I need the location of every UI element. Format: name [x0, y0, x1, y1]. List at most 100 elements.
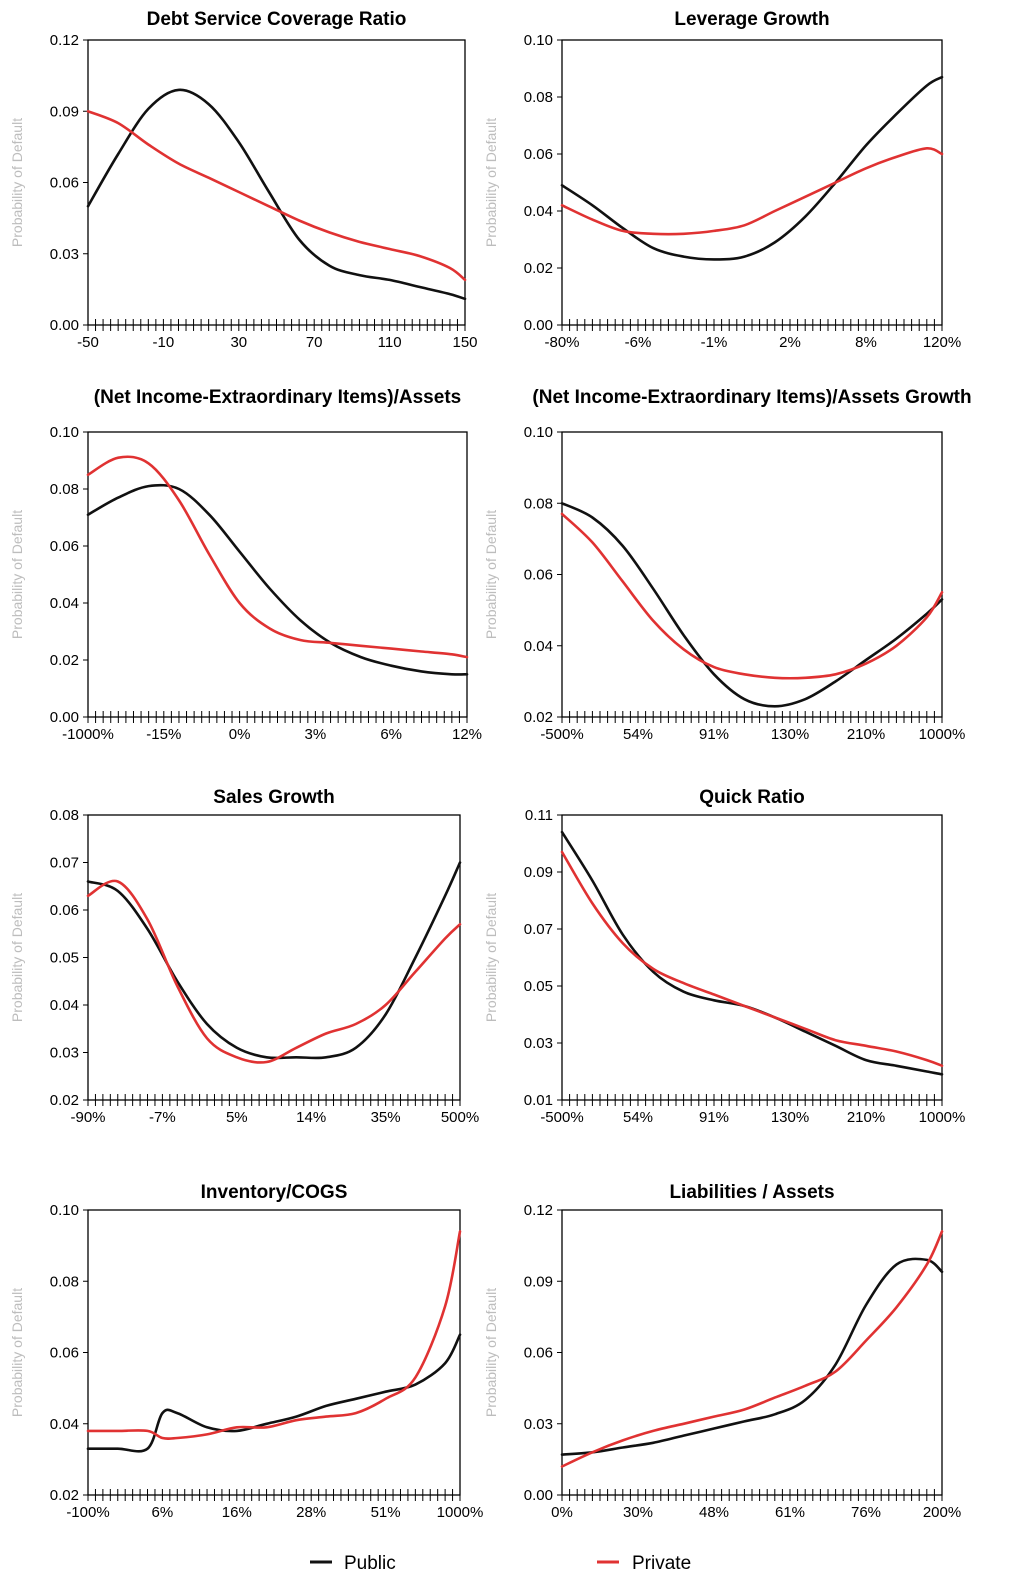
x-tick-label: 1000% — [437, 1504, 484, 1521]
y-tick-label: 0.06 — [50, 902, 79, 919]
series-line-private — [560, 850, 944, 1068]
y-tick-label: 0.11 — [525, 807, 553, 824]
y-tick-label: 0.12 — [524, 1202, 553, 1219]
x-tick-label: 61% — [775, 1504, 805, 1521]
y-tick-label: 0.09 — [524, 864, 553, 881]
y-tick-label: 0.04 — [524, 638, 553, 655]
series-line-public — [560, 75, 944, 261]
plot-frame — [561, 814, 943, 1101]
y-tick-label: 0.06 — [524, 146, 553, 163]
y-tick-label: 0.08 — [524, 89, 553, 106]
y-tick-label: 0.09 — [50, 103, 79, 120]
y-axis-label: Probability of Default — [483, 893, 499, 1022]
legend: Public Private — [310, 1553, 691, 1574]
chart-title: (Net Income-Extraordinary Items)/Assets … — [532, 387, 971, 408]
y-axis-label: Probability of Default — [9, 893, 25, 1022]
x-tick-label: 76% — [851, 1504, 881, 1521]
x-tick-label: -500% — [540, 1109, 583, 1126]
y-tick-label: 0.00 — [524, 317, 553, 334]
y-tick-label: 0.03 — [524, 1416, 553, 1433]
y-tick-label: 0.02 — [50, 1487, 79, 1504]
x-tick-label: -50 — [77, 334, 99, 351]
series-line-private — [86, 455, 469, 659]
x-tick-label: 30 — [230, 334, 247, 351]
chart-panel: Leverage Growth Probability of Default 0.0… — [483, 9, 961, 351]
x-tick-label: 6% — [152, 1504, 174, 1521]
x-tick-label: 130% — [771, 1109, 809, 1126]
series-line-public — [86, 88, 467, 301]
x-tick-label: 3% — [305, 726, 327, 743]
plot-frame — [561, 39, 943, 326]
series-line-public — [560, 830, 944, 1076]
plot-frame — [87, 39, 466, 326]
y-axis-label: Probability of Default — [9, 118, 25, 247]
legend-public-label: Public — [344, 1553, 396, 1574]
y-tick-label: 0.06 — [50, 1345, 79, 1362]
y-tick-label: 0.06 — [50, 538, 79, 555]
x-tick-label: 30% — [623, 1504, 653, 1521]
x-tick-label: 28% — [296, 1504, 326, 1521]
series-line-private — [86, 1230, 462, 1440]
x-tick-label: 0% — [229, 726, 251, 743]
y-tick-label: 0.04 — [50, 595, 79, 612]
x-tick-label: 51% — [371, 1504, 401, 1521]
chart-title: Inventory/COGS — [201, 1182, 348, 1203]
series-line-private — [86, 110, 467, 282]
x-tick-label: 6% — [380, 726, 402, 743]
series-line-public — [86, 861, 462, 1060]
x-tick-label: -6% — [625, 334, 652, 351]
x-tick-label: 12% — [452, 726, 482, 743]
y-tick-label: 0.07 — [524, 921, 553, 938]
y-tick-label: 0.02 — [524, 260, 553, 277]
chart-panel: Inventory/COGS Probability of Default 0.02… — [9, 1182, 483, 1521]
series-line-public — [86, 1333, 462, 1453]
y-tick-label: 0.10 — [50, 424, 79, 441]
y-tick-label: 0.07 — [50, 855, 79, 872]
y-tick-label: 0.00 — [50, 317, 79, 334]
x-tick-label: 150 — [452, 334, 477, 351]
y-tick-label: 0.06 — [50, 175, 79, 192]
y-axis-label: Probability of Default — [9, 510, 25, 639]
chart-title: (Net Income-Extraordinary Items)/Assets — [94, 387, 461, 408]
x-tick-label: 210% — [847, 1109, 885, 1126]
y-tick-label: 0.09 — [524, 1273, 553, 1290]
series-line-public — [560, 1257, 944, 1456]
x-tick-label: 91% — [699, 1109, 729, 1126]
x-tick-label: -1% — [701, 334, 728, 351]
x-tick-label: -500% — [540, 726, 583, 743]
chart-title: Quick Ratio — [699, 787, 805, 808]
series-line-private — [86, 879, 462, 1064]
y-tick-label: 0.02 — [524, 709, 553, 726]
chart-title: Debt Service Coverage Ratio — [147, 9, 407, 30]
x-tick-label: 2% — [779, 334, 801, 351]
x-tick-label: 35% — [371, 1109, 401, 1126]
y-tick-label: 0.04 — [50, 1416, 79, 1433]
series-line-private — [560, 1230, 944, 1468]
plot-frame — [561, 1209, 943, 1496]
y-tick-label: 0.03 — [50, 246, 79, 263]
y-tick-label: 0.08 — [524, 495, 553, 512]
x-tick-label: -10 — [153, 334, 175, 351]
y-tick-label: 0.04 — [50, 997, 79, 1014]
x-tick-label: 91% — [699, 726, 729, 743]
y-tick-label: 0.04 — [524, 203, 553, 220]
y-tick-label: 0.12 — [50, 32, 79, 49]
x-tick-label: 200% — [923, 1504, 961, 1521]
y-tick-label: 0.10 — [524, 32, 553, 49]
y-tick-label: 0.02 — [50, 652, 79, 669]
plot-frame — [87, 431, 468, 718]
chart-panel: (Net Income-Extraordinary Items)/Assets P… — [9, 387, 482, 743]
y-tick-label: 0.05 — [524, 978, 553, 995]
x-tick-label: 110 — [378, 334, 402, 351]
x-tick-label: -7% — [149, 1109, 176, 1126]
x-tick-label: 5% — [226, 1109, 248, 1126]
x-tick-label: 14% — [296, 1109, 326, 1126]
chart-title: Leverage Growth — [674, 9, 829, 30]
x-tick-label: -100% — [66, 1504, 109, 1521]
chart-panel: Sales Growth Probability of Default 0.02 0.… — [9, 787, 479, 1126]
x-tick-label: -90% — [70, 1109, 105, 1126]
series-line-private — [560, 512, 944, 680]
y-tick-label: 0.06 — [524, 1345, 553, 1362]
y-axis-label: Probability of Default — [483, 1288, 499, 1417]
x-tick-label: 500% — [441, 1109, 479, 1126]
